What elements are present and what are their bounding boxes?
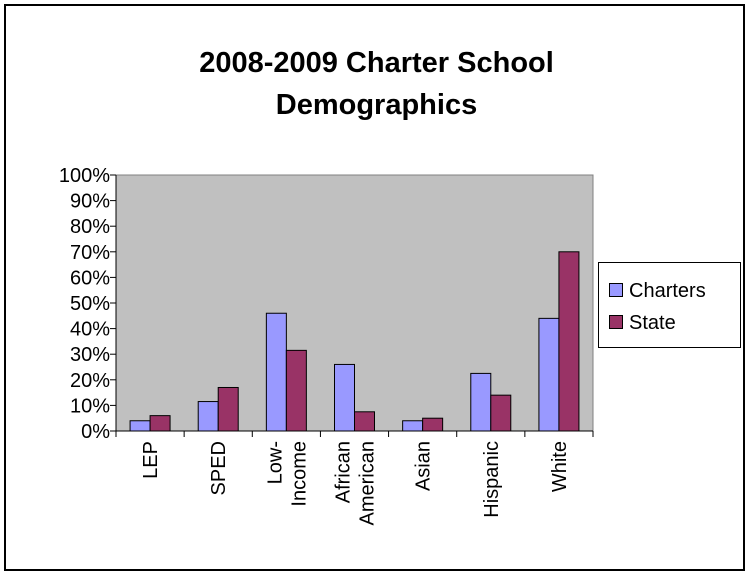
chart-title: 2008-2009 Charter School Demographics	[6, 42, 747, 126]
y-tick-label: 80%	[70, 216, 110, 238]
y-tick-label: 10%	[70, 395, 110, 417]
bar-charters-2	[265, 312, 287, 432]
x-category-label: SPED	[208, 441, 230, 495]
bar-state-2	[285, 349, 307, 432]
bar-charters-3	[334, 363, 355, 432]
chart-title-line-2: Demographics	[275, 89, 478, 121]
y-tick-label: 60%	[70, 267, 110, 289]
chart-plot: 0% 10% 20% 30% 40% 50% 60% 70% 80% 90% 100% LEP SPED…	[59, 165, 594, 525]
bar-charters-0	[129, 420, 151, 432]
y-tick-label: 30%	[70, 344, 110, 366]
x-category-label: American	[357, 441, 379, 525]
bar-charters-1	[197, 401, 219, 432]
bar-charters-4	[402, 420, 424, 432]
legend-label-state: State	[629, 312, 676, 334]
chart-title-line-1: 2008-2009 Charter School	[199, 47, 554, 79]
y-tick-label: 90%	[70, 191, 110, 213]
legend-item-charters: Charters	[609, 279, 706, 303]
x-category-label: LEP	[140, 441, 162, 479]
bar-state-6	[558, 251, 580, 432]
bar-charters-5	[470, 372, 492, 432]
bar-state-0	[149, 415, 171, 432]
x-category-label: Income	[288, 441, 310, 507]
x-category-label: Asian	[413, 441, 435, 491]
y-tick-label: 50%	[70, 293, 110, 315]
x-category-label: Hispanic	[481, 441, 503, 518]
bar-state-3	[354, 411, 375, 432]
bar-state-1	[217, 386, 239, 432]
y-tick-label: 20%	[70, 370, 110, 392]
y-tick-label: 40%	[70, 319, 110, 341]
legend-swatch-state	[609, 314, 623, 329]
bar-charters-6	[538, 317, 560, 432]
bar-state-4	[422, 417, 444, 432]
y-tick-label: 100%	[59, 165, 110, 187]
legend-swatch-charters	[609, 282, 623, 297]
chart-frame: 2008-2009 Charter School Demographics 0%…	[4, 4, 745, 571]
x-category-label: White	[549, 441, 571, 492]
legend-label-charters: Charters	[629, 280, 706, 302]
legend-item-state: State	[609, 311, 676, 335]
x-category-label: Low-	[264, 441, 286, 484]
y-tick-label: 70%	[70, 242, 110, 264]
y-tick-label: 0%	[81, 421, 110, 443]
bar-state-5	[490, 394, 512, 432]
x-category-label: African	[333, 441, 355, 503]
chart-legend: Charters State	[598, 262, 741, 348]
